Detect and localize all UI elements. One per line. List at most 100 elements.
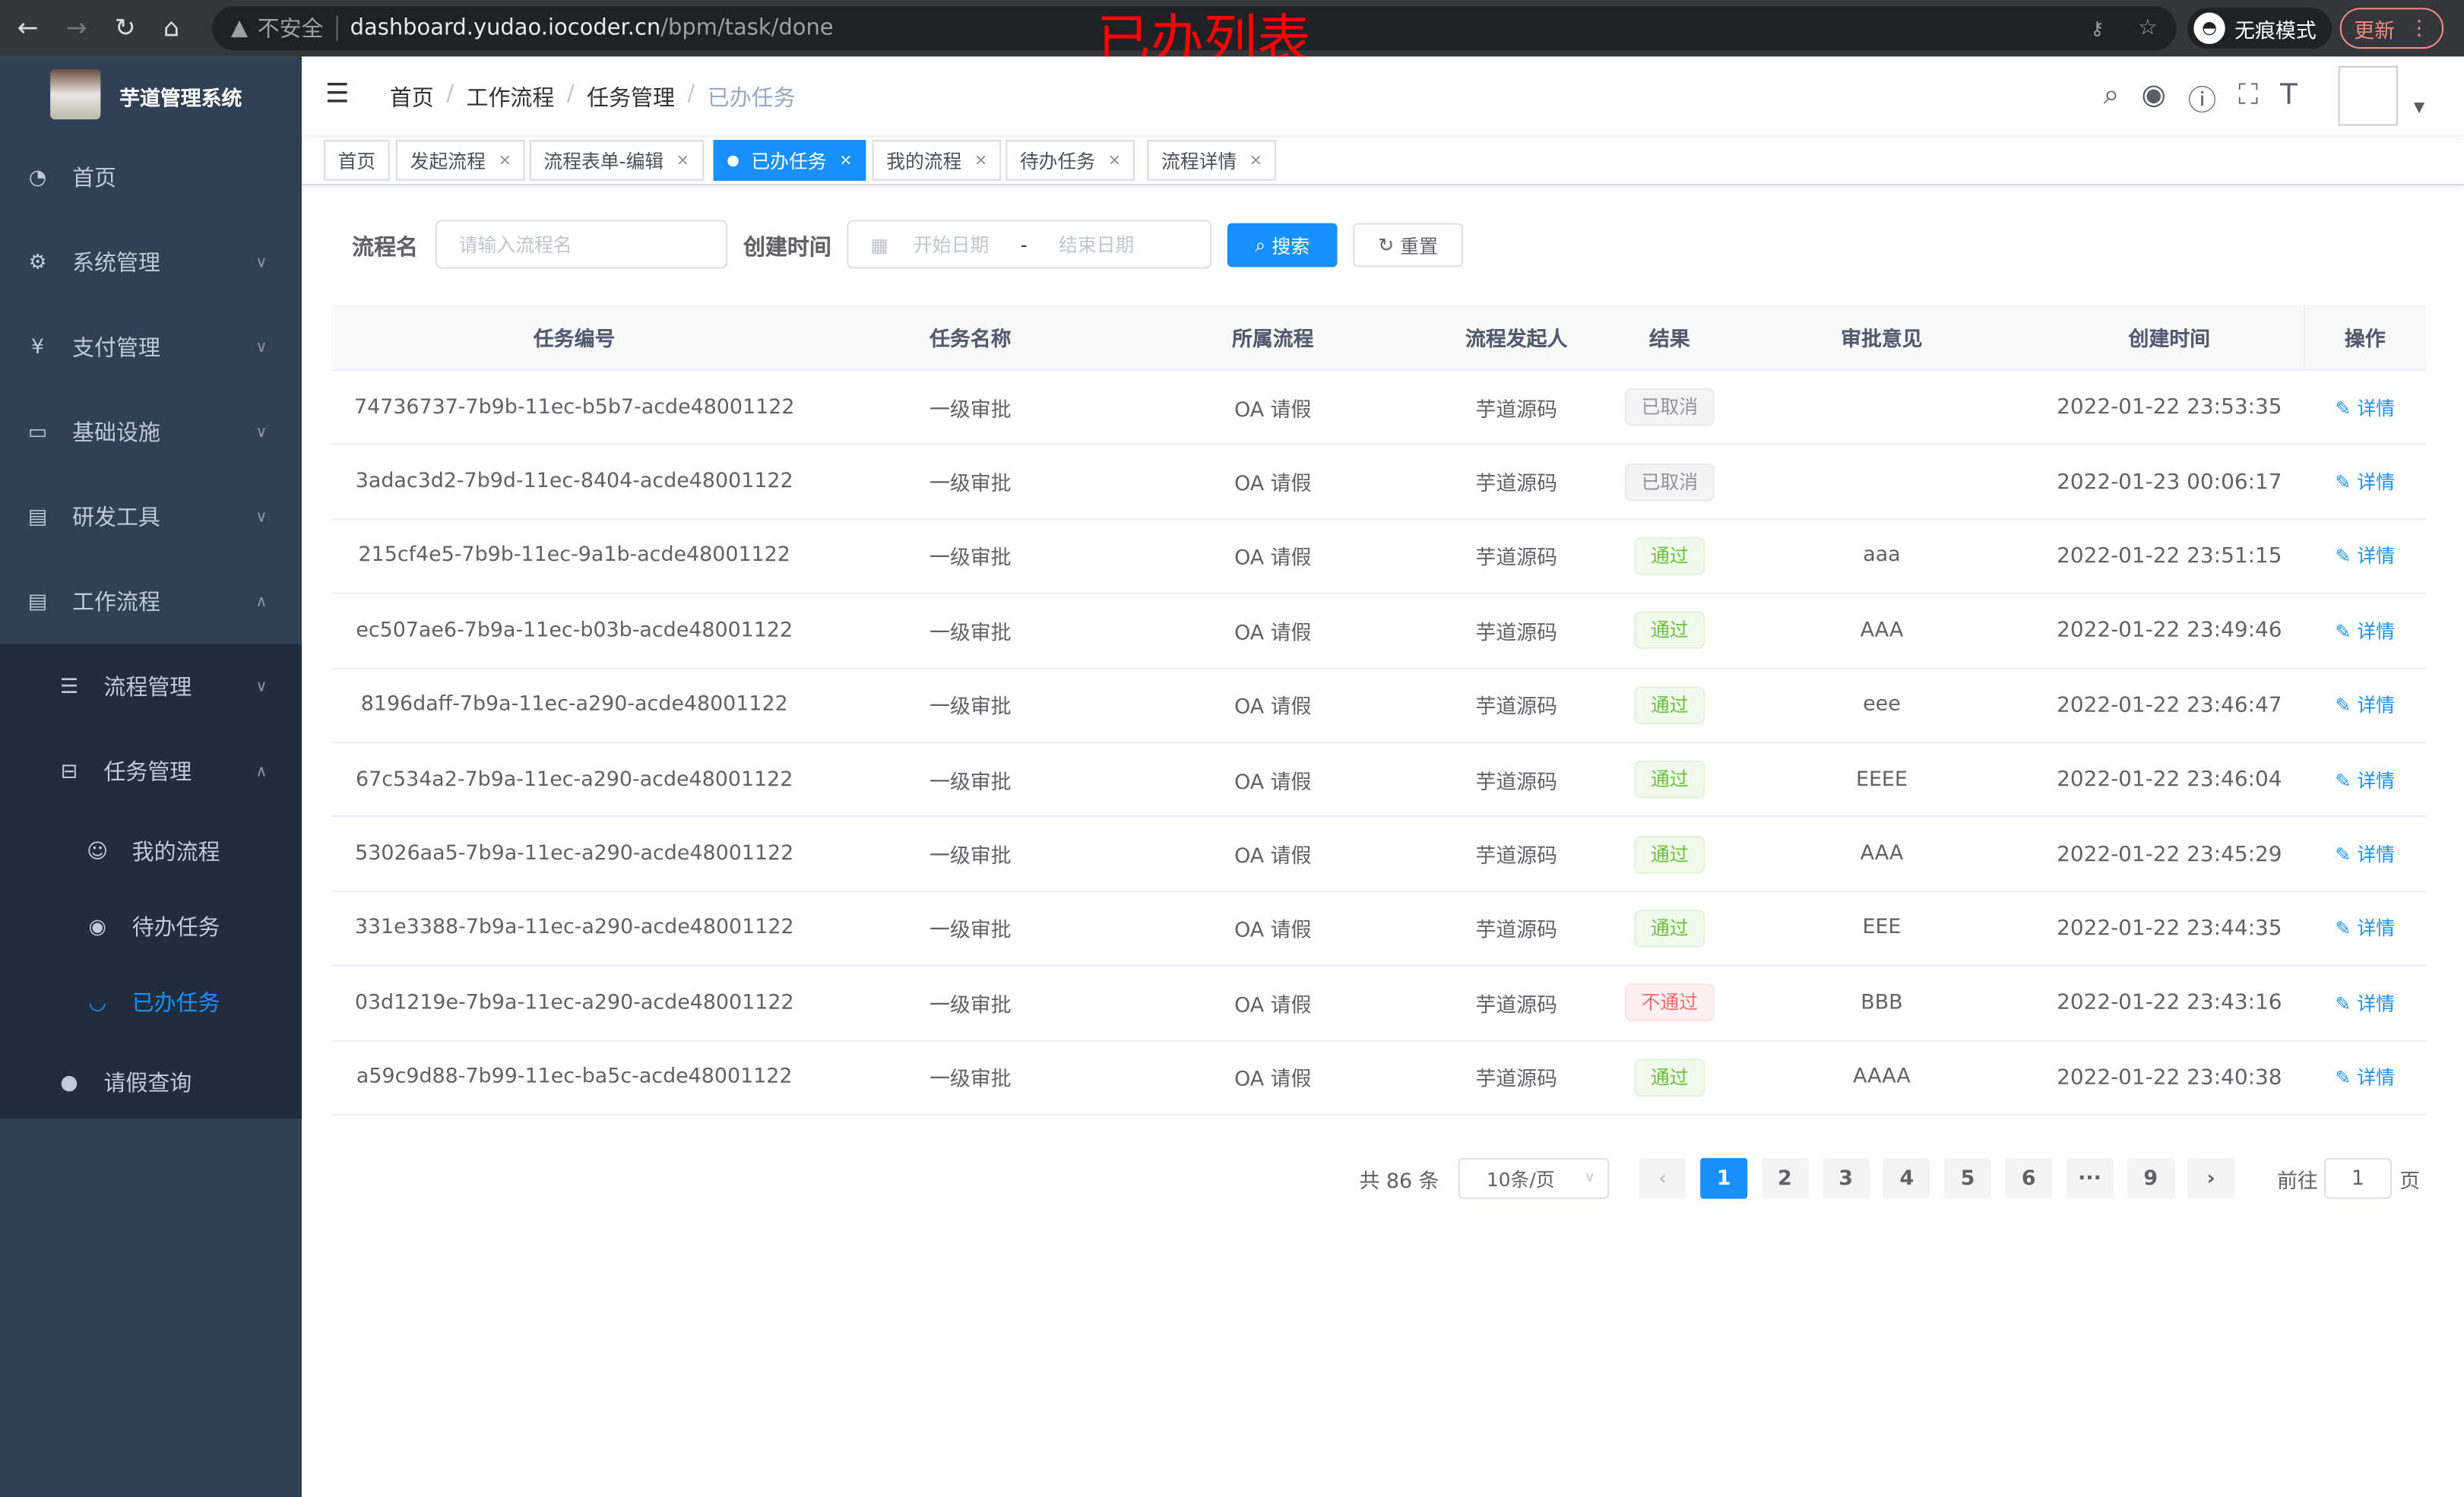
page-button[interactable]: 3 [1822,1157,1870,1199]
breadcrumb-item[interactable]: 首页 [389,86,434,112]
close-icon[interactable]: × [498,151,511,169]
incognito-badge[interactable]: ◓ 无痕模式 [2187,8,2333,49]
page-button[interactable]: 9 [2127,1157,2174,1199]
tag-item[interactable]: 发起流程 × [396,140,526,181]
sidebar-item[interactable]: ¥ 支付管理 ∨ [0,305,302,390]
date-range-picker[interactable]: ▦ 开始日期 - 结束日期 [847,220,1212,269]
end-date-placeholder[interactable]: 结束日期 [1058,234,1135,257]
close-icon[interactable]: × [1107,151,1122,169]
sidebar-item[interactable]: ◉ 待办任务 [0,889,302,964]
tag-item[interactable]: 待办任务 × [1006,140,1135,181]
process-name-input[interactable]: 请输入流程名 [435,220,728,269]
detail-link[interactable]: ✎ 详情 [2336,546,2395,568]
close-icon[interactable]: × [974,151,988,169]
table-cell: 芋道源码 [1422,1062,1610,1093]
sidebar-item[interactable]: ☺ 我的流程 [0,814,302,889]
sidebar-item[interactable]: ▭ 基础设施 ∨ [0,390,302,475]
close-icon[interactable]: × [839,151,853,169]
sidebar-item[interactable]: ● 请假查询 [0,1040,302,1125]
page-button[interactable]: 1 [1700,1157,1748,1199]
table-cell: 2022-01-22 23:43:16 [2035,990,2304,1015]
caret-down-icon[interactable]: ▼ [2413,100,2425,117]
start-date-placeholder[interactable]: 开始日期 [913,234,990,257]
fullscreen-icon[interactable]: ⛶ [2238,78,2259,112]
browser-toolbar: ← → ↻ ⌂ ▲ 不安全 dashboard.yudao.iocoder.cn… [0,0,2464,57]
sidebar-item[interactable]: ▤ 研发工具 ∨ [0,474,302,559]
github-icon[interactable]: ◉ [2141,78,2166,112]
sidebar-item[interactable]: ⊟ 任务管理 ∧ [0,729,302,814]
table-cell: 03d1219e-7b9a-11ec-a290-acde48001122 [331,991,817,1014]
page-button[interactable]: 4 [1883,1157,1930,1199]
table-cell: 2022-01-22 23:46:47 [2035,692,2304,717]
column-header: 所属流程 [1231,328,1314,353]
tag-label: 待办任务 [1019,150,1096,172]
cell-text: OA 请假 [1234,622,1312,646]
search-icon[interactable]: ⌕ [2103,78,2120,112]
cell-text: 芋道源码 [1475,547,1557,571]
table-cell: 8196daff-7b9a-11ec-a290-acde48001122 [331,693,817,717]
key-icon[interactable]: ⚷ [2090,17,2105,40]
page-size-select[interactable]: 10条/页 ∨ [1458,1157,1610,1199]
detail-link[interactable]: ✎ 详情 [2336,620,2395,642]
avatar[interactable] [2338,65,2399,126]
detail-link[interactable]: ✎ 详情 [2336,843,2395,866]
breadcrumb-item[interactable]: 工作流程 [466,86,555,112]
reload-icon[interactable]: ↻ [114,12,136,43]
result-tag: 通过 [1635,537,1705,575]
prev-page-button[interactable]: ‹ [1639,1157,1686,1199]
forward-icon[interactable]: → [65,12,87,43]
close-icon[interactable]: × [1249,151,1263,169]
detail-link[interactable]: ✎ 详情 [2336,992,2395,1014]
table-cell: 2022-01-22 23:53:35 [2035,394,2304,419]
detail-link[interactable]: ✎ 详情 [2336,397,2395,419]
breadcrumb-item[interactable]: 任务管理 [587,86,675,112]
detail-link[interactable]: ✎ 详情 [2336,918,2395,940]
detail-link[interactable]: ✎ 详情 [2336,1067,2395,1089]
hamburger-icon[interactable]: ☰ [325,78,350,110]
table-cell: 一级审批 [817,1062,1123,1093]
result-tag: 通过 [1635,1059,1705,1097]
reset-button[interactable]: ↻ 重置 [1353,223,1463,267]
address-bar[interactable]: ▲ 不安全 dashboard.yudao.iocoder.cn/bpm/tas… [212,6,2177,51]
update-label: 更新 [2354,19,2396,43]
table-cell: 2022-01-22 23:46:04 [2035,767,2304,792]
detail-link[interactable]: ✎ 详情 [2336,695,2395,717]
tag-item[interactable]: 流程表单-编辑 × [529,140,704,181]
detail-label: 详情 [2357,843,2395,866]
tag-item[interactable]: 首页 [323,140,390,181]
table-cell: 215cf4e5-7b9b-11ec-9a1b-acde48001122 [331,544,817,568]
detail-label: 详情 [2357,918,2395,941]
tag-item[interactable]: 已办任务 × [713,140,867,181]
edit-icon: ✎ [2335,1067,2352,1090]
home-icon[interactable]: ⌂ [163,12,180,43]
help-icon[interactable]: ⓘ [2187,84,2217,119]
tag-item[interactable]: 流程详情 × [1147,140,1277,181]
tag-item[interactable]: 我的流程 × [872,140,1002,181]
sidebar-item[interactable]: ◡ 已办任务 [0,965,302,1040]
goto-page-input[interactable]: 1 [2323,1157,2392,1199]
font-size-icon[interactable]: T [2280,78,2298,112]
table-cell: 芋道源码 [1422,690,1610,720]
search-button[interactable]: ⌕ 搜索 [1227,223,1338,267]
table-cell: ✎ 详情 [2304,468,2426,495]
breadcrumb-current: 已办任务 [707,86,796,112]
cell-text: 2022-01-22 23:53:35 [2057,394,2282,420]
next-page-button[interactable]: › [2187,1157,2235,1199]
sidebar-item[interactable]: ⚙ 系统管理 ∨ [0,220,302,305]
star-icon[interactable]: ☆ [2137,15,2158,41]
close-icon[interactable]: × [676,151,690,169]
table-cell: 53026aa5-7b9a-11ec-a290-acde48001122 [331,842,817,866]
page-button[interactable]: 5 [1944,1157,1992,1199]
page-button[interactable]: 6 [2005,1157,2053,1199]
back-icon[interactable]: ← [17,12,39,43]
sidebar-item[interactable]: ▤ 工作流程 ∧ [0,559,302,644]
detail-link[interactable]: ✎ 详情 [2336,471,2395,493]
update-button[interactable]: 更新 ⋮ [2339,8,2444,49]
page-button[interactable]: ··· [2066,1157,2114,1199]
sidebar-item[interactable]: ☰ 流程管理 ∨ [0,644,302,730]
table-row: 8196daff-7b9a-11ec-a290-acde48001122 一级审批… [331,669,2427,743]
detail-link[interactable]: ✎ 详情 [2336,769,2395,791]
page-button[interactable]: 2 [1761,1157,1809,1199]
sidebar-item[interactable]: ◔ 首页 [0,135,302,220]
table-cell: eee [1728,693,2035,717]
